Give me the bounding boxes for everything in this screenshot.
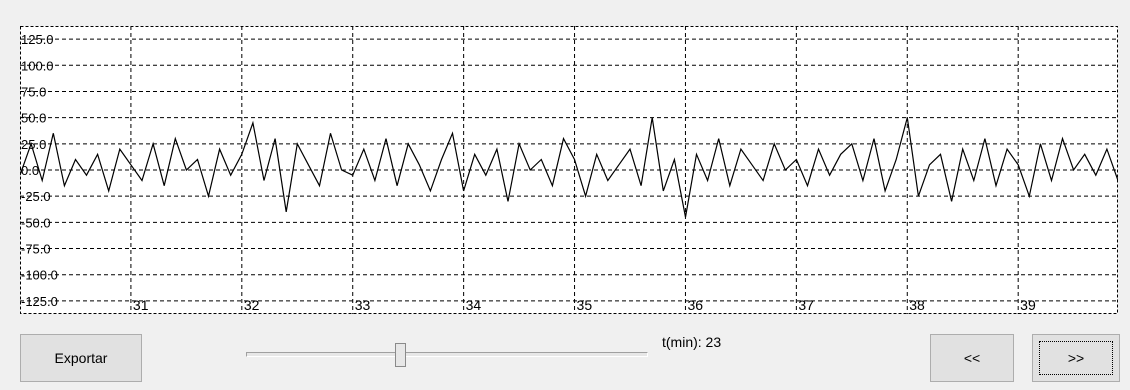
y-tick-label: 100.0 — [21, 58, 54, 73]
y-tick-label: -50.0 — [21, 215, 51, 230]
x-tick-label: 39 — [1020, 297, 1036, 313]
x-tick-label: 34 — [466, 297, 482, 313]
next-button[interactable]: >> — [1032, 334, 1120, 382]
y-tick-label: -75.0 — [21, 242, 51, 257]
focus-ring — [1039, 341, 1113, 375]
waveform-line — [20, 117, 1118, 218]
y-tick-label: -125.0 — [21, 294, 58, 309]
x-tick-label: 38 — [909, 297, 925, 313]
previous-button[interactable]: << — [930, 334, 1014, 382]
y-tick-label: 50.0 — [21, 111, 46, 126]
y-tick-label: 0.0 — [21, 163, 39, 178]
x-tick-label: 35 — [577, 297, 593, 313]
x-tick-label: 37 — [798, 297, 814, 313]
waveform-chart: 125.0 100.0 75.0 50.0 25.0 0.0 -25.0 -50.0 -75.0… — [20, 26, 1118, 314]
x-tick-label: 33 — [355, 297, 371, 313]
x-tick-label: 31 — [133, 297, 149, 313]
export-button[interactable]: Exportar — [20, 334, 142, 382]
y-tick-label: -25.0 — [21, 189, 51, 204]
slider-track[interactable] — [246, 352, 648, 357]
time-slider[interactable] — [246, 343, 648, 376]
next-button-label: >> — [1067, 350, 1085, 366]
x-tick-label: 32 — [244, 297, 260, 313]
slider-thumb[interactable] — [395, 343, 406, 367]
y-tick-label: 125.0 — [21, 32, 54, 47]
x-tick-label: 36 — [687, 297, 703, 313]
plot-border — [20, 26, 1118, 314]
time-readout: t(min): 23 — [662, 334, 722, 350]
y-tick-label: -100.0 — [21, 268, 58, 283]
y-tick-label: 25.0 — [21, 137, 46, 152]
waveform-plot: 125.0 100.0 75.0 50.0 25.0 0.0 -25.0 -50.0 -75.0… — [20, 26, 1118, 314]
y-tick-label: 75.0 — [21, 84, 46, 99]
